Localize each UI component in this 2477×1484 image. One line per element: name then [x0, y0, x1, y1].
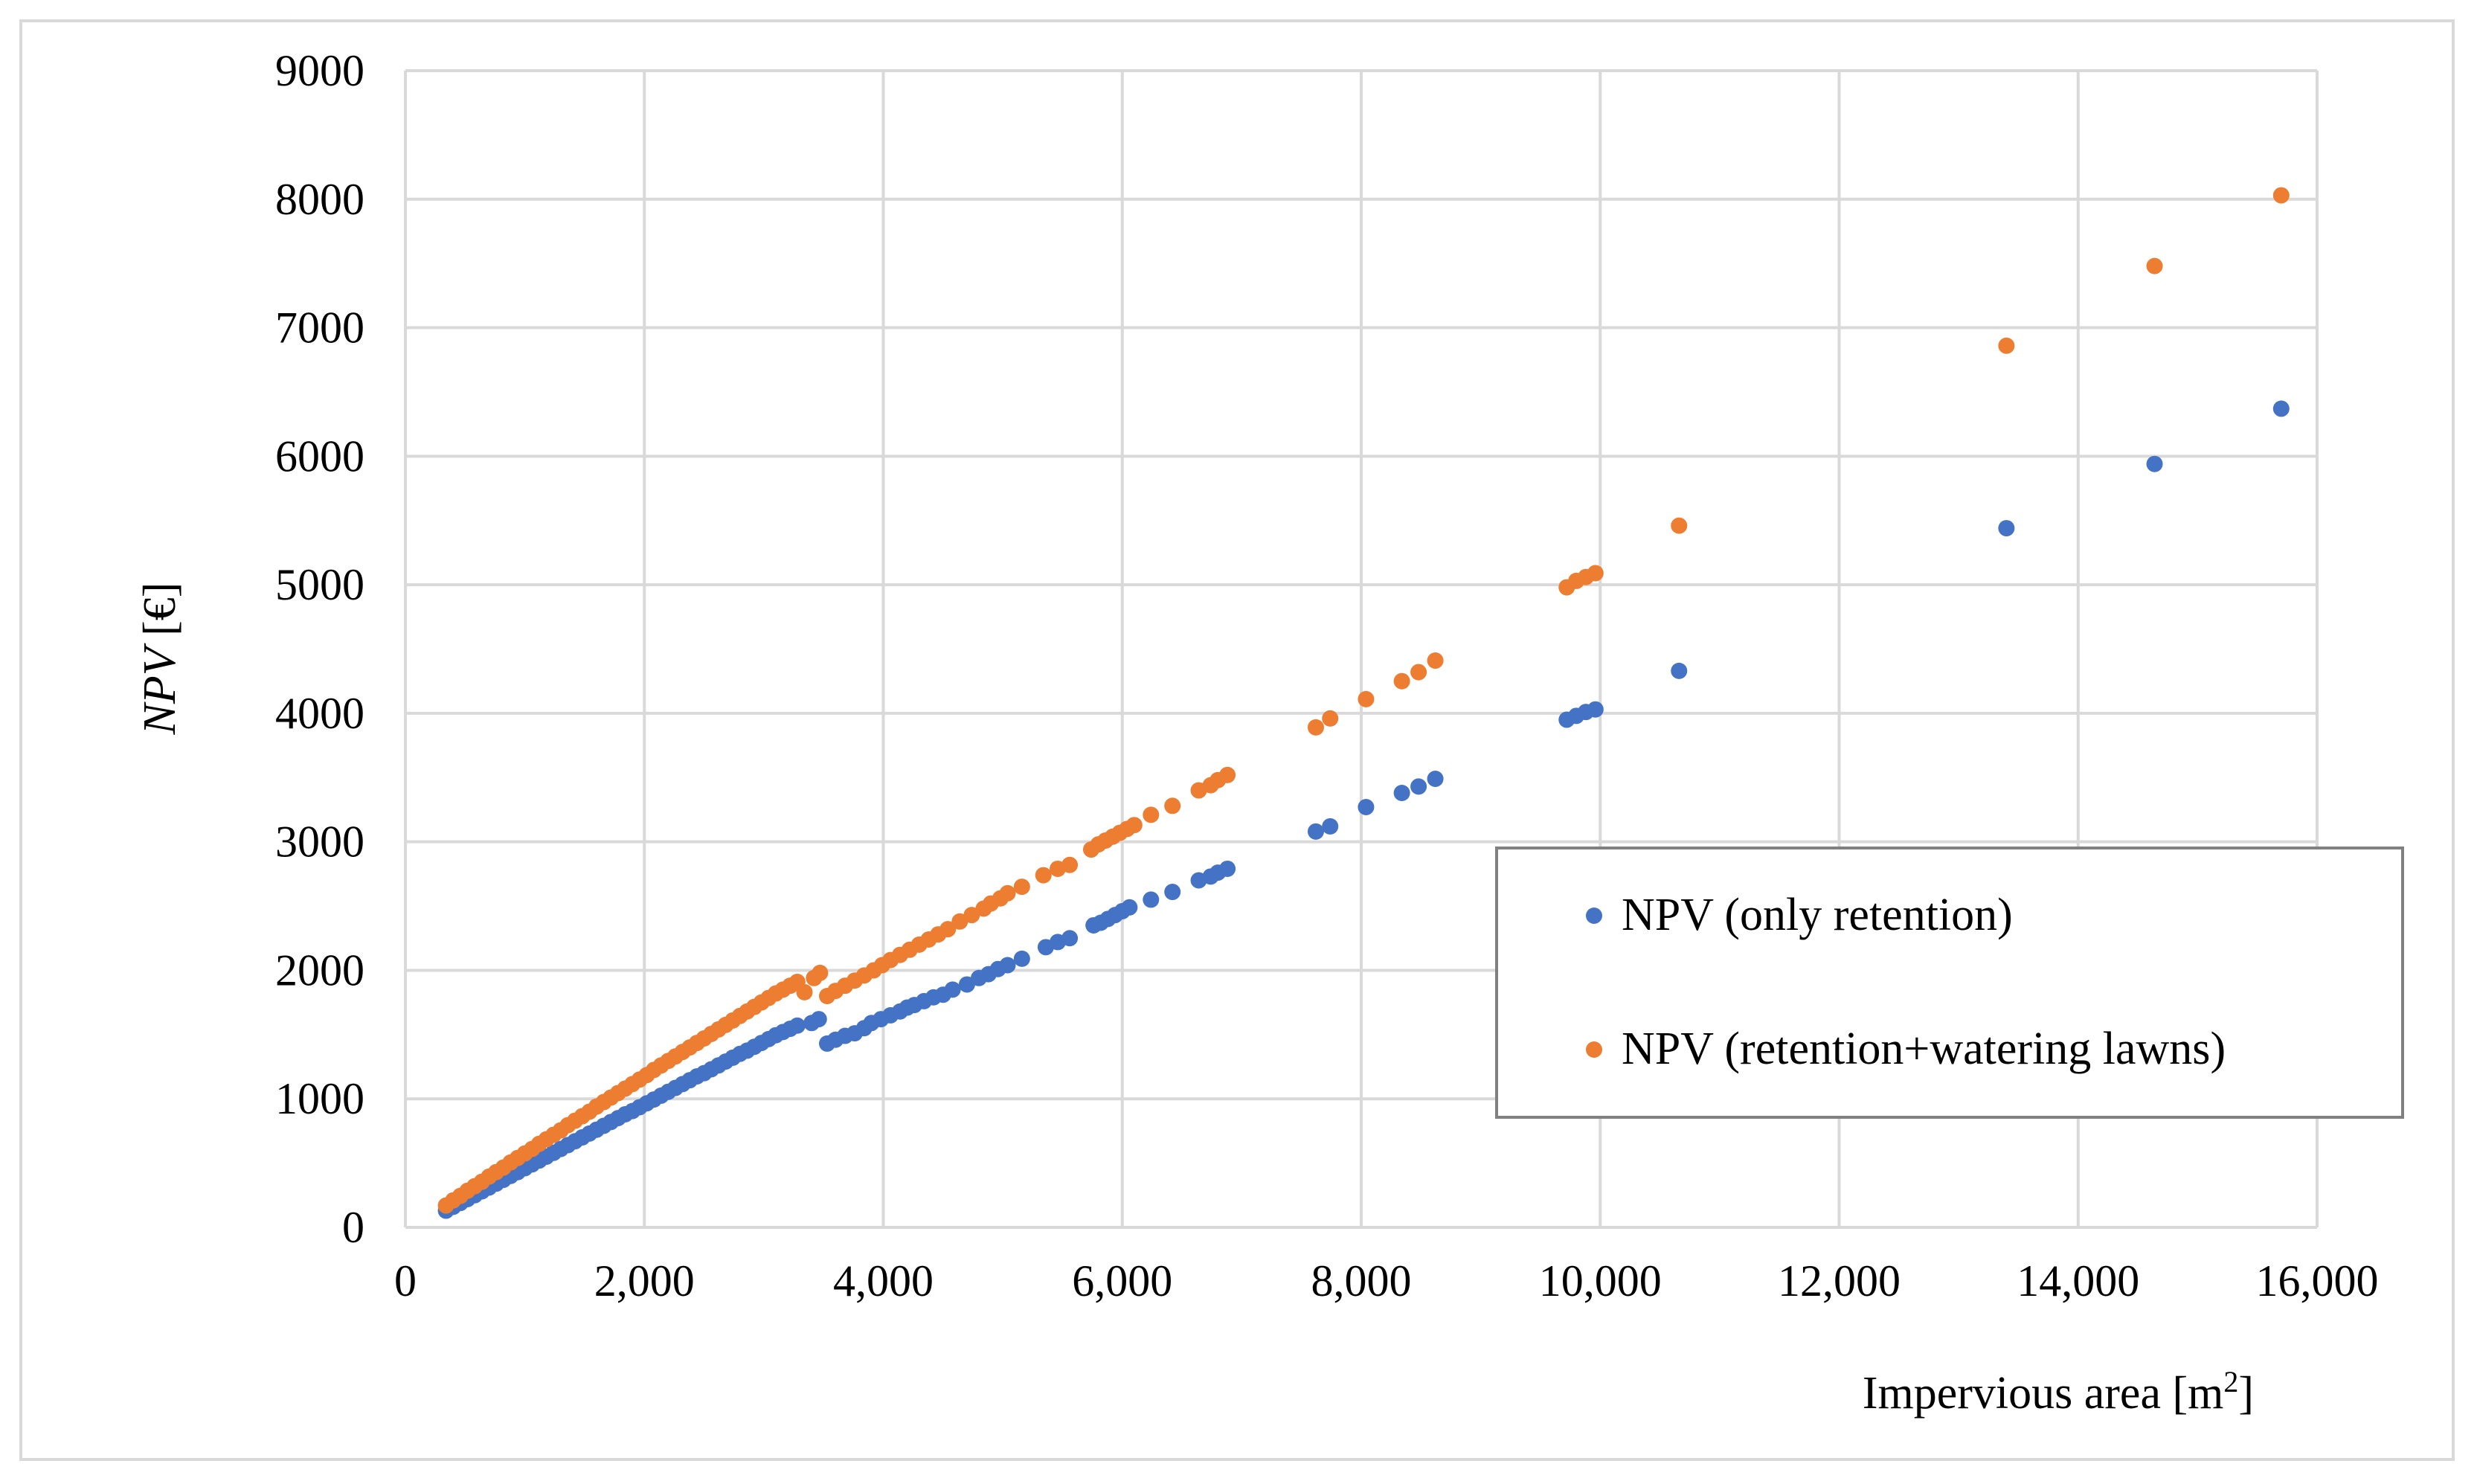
x-tick-label: 14,000	[2017, 1256, 2139, 1305]
x-tick-label: 6,000	[1072, 1256, 1172, 1305]
point-only-retention	[1164, 884, 1181, 901]
chart-frame	[19, 19, 2455, 1461]
point-retention-watering	[812, 964, 829, 981]
data-points	[437, 187, 2290, 1219]
point-only-retention	[1358, 799, 1375, 816]
point-retention-watering	[1125, 817, 1143, 834]
point-retention-watering	[1998, 337, 2015, 354]
point-only-retention	[1587, 701, 1604, 718]
point-only-retention	[1998, 520, 2015, 537]
point-retention-watering	[999, 884, 1016, 902]
y-tick-label: 9000	[275, 46, 364, 95]
point-retention-watering	[939, 921, 957, 938]
point-retention-watering	[1393, 672, 1410, 690]
point-only-retention	[2146, 455, 2163, 472]
point-only-retention	[999, 957, 1016, 974]
x-axis-title: Impervious area [m2]	[1863, 1365, 2254, 1419]
point-retention-watering	[1164, 797, 1181, 815]
point-retention-watering	[1410, 664, 1427, 681]
point-retention-watering	[2146, 257, 2163, 274]
y-tick-label: 8000	[275, 175, 364, 224]
point-only-retention	[810, 1011, 827, 1028]
point-only-retention	[1219, 860, 1236, 877]
point-retention-watering	[1587, 565, 1604, 582]
point-retention-watering	[1671, 517, 1688, 534]
point-retention-watering	[1307, 719, 1324, 736]
x-axis-title-end: ]	[2238, 1368, 2254, 1419]
y-axis-title: NPV [€]	[135, 582, 185, 736]
point-retention-watering	[1322, 710, 1339, 727]
legend: NPV (only retention) NPV (retention+wate…	[1495, 847, 2404, 1119]
point-only-retention	[1671, 662, 1688, 679]
point-only-retention	[1410, 778, 1427, 795]
point-retention-watering	[1013, 878, 1030, 896]
point-retention-watering	[796, 983, 813, 1000]
x-tick-label: 10,000	[1539, 1256, 1662, 1305]
point-only-retention	[944, 981, 961, 998]
point-only-retention	[958, 976, 975, 993]
point-only-retention	[1322, 818, 1339, 835]
point-only-retention	[1427, 771, 1444, 788]
legend-label-retention-watering: NPV (retention+watering lawns)	[1622, 1024, 2226, 1074]
x-axis-ticks: 0 2,000 4,000 6,000 8,000 10,000 12,000 14,000 1…	[394, 1256, 2379, 1305]
point-retention-watering	[1219, 766, 1236, 783]
y-axis-title-italic: NPV	[135, 643, 185, 735]
y-tick-label: 5000	[275, 560, 364, 609]
point-only-retention	[1121, 899, 1138, 916]
legend-label-only-retention: NPV (only retention)	[1622, 890, 2013, 940]
point-only-retention	[2272, 400, 2290, 417]
y-tick-label: 2000	[275, 945, 364, 995]
x-tick-label: 8,000	[1311, 1256, 1412, 1305]
point-retention-watering	[1061, 856, 1079, 873]
y-axis-ticks: 0 1000 2000 3000 4000 5000 6000 7000 8000 9000	[275, 46, 364, 1252]
point-retention-watering	[1427, 652, 1444, 669]
x-tick-label: 0	[394, 1256, 417, 1305]
legend-marker-retention-watering	[1586, 1041, 1602, 1058]
y-axis-title-unit: [€]	[135, 582, 185, 648]
point-retention-watering	[951, 913, 968, 930]
point-retention-watering	[2272, 187, 2290, 204]
point-only-retention	[1143, 891, 1160, 908]
y-tick-label: 6000	[275, 431, 364, 481]
x-axis-title-sup: 2	[2223, 1365, 2238, 1398]
x-tick-label: 16,000	[2256, 1256, 2379, 1305]
point-only-retention	[1393, 785, 1410, 802]
y-tick-label: 3000	[275, 818, 364, 867]
gridlines	[404, 69, 2319, 1229]
point-retention-watering	[963, 907, 980, 924]
y-tick-label: 0	[342, 1203, 364, 1252]
point-only-retention	[1307, 823, 1324, 840]
point-only-retention	[1061, 930, 1079, 947]
point-retention-watering	[1358, 690, 1375, 707]
y-tick-label: 7000	[275, 303, 364, 353]
y-tick-label: 1000	[275, 1074, 364, 1123]
legend-box	[1495, 847, 2404, 1119]
legend-marker-only-retention	[1586, 908, 1602, 924]
x-axis-title-main: Impervious area [m	[1863, 1368, 2223, 1419]
point-only-retention	[1013, 950, 1030, 967]
x-tick-label: 12,000	[1778, 1256, 1901, 1305]
y-tick-label: 4000	[275, 689, 364, 738]
x-tick-label: 4,000	[833, 1256, 934, 1305]
x-tick-label: 2,000	[594, 1256, 695, 1305]
point-retention-watering	[1035, 867, 1052, 884]
point-retention-watering	[1143, 806, 1160, 823]
point-only-retention	[788, 1017, 806, 1034]
